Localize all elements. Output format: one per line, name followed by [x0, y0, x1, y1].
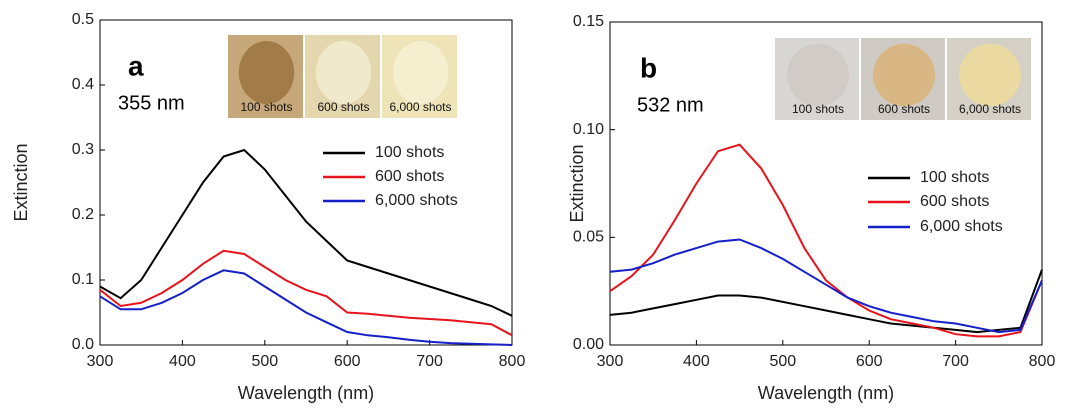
inset-spot	[787, 43, 849, 107]
legend-label: 6,000 shots	[920, 218, 1003, 235]
x-tick-label: 800	[1029, 353, 1056, 370]
y-tick-label: 0.15	[573, 13, 604, 30]
data-line	[99, 148, 513, 317]
inset-label: 6,000 shots	[959, 102, 1021, 116]
x-axis-label: Wavelength (nm)	[758, 383, 894, 403]
y-tick-label: 0.5	[72, 11, 94, 28]
x-tick-label: 500	[251, 353, 278, 370]
x-tick-label: 800	[499, 353, 526, 370]
legend-label: 100 shots	[920, 169, 989, 186]
x-tick-label: 600	[334, 353, 361, 370]
plot-frame	[99, 19, 513, 346]
inset-spot	[315, 40, 372, 105]
x-tick-label: 400	[683, 353, 710, 370]
y-axis-label: Extinction	[567, 144, 587, 222]
legend-label: 6,000 shots	[375, 192, 458, 209]
x-tick-label: 700	[942, 353, 969, 370]
x-tick-label: 700	[416, 353, 443, 370]
x-tick-label: 300	[87, 353, 114, 370]
y-tick-label: 0.0	[72, 336, 94, 353]
x-tick-label: 600	[856, 353, 883, 370]
inset-spot	[238, 40, 295, 105]
inset-label: 100 shots	[792, 102, 844, 116]
x-tick-label: 300	[597, 353, 624, 370]
panel-annotation: a	[128, 50, 144, 81]
panel-annotation: b	[640, 52, 657, 83]
data-line	[609, 238, 1043, 334]
inset-label: 6,000 shots	[389, 100, 451, 114]
x-tick-label: 400	[169, 353, 196, 370]
y-tick-label: 0.10	[573, 121, 604, 138]
inset-spot	[959, 43, 1021, 107]
data-line	[609, 143, 1043, 338]
inset-label: 600 shots	[317, 100, 369, 114]
inset-spot	[392, 40, 449, 105]
y-tick-label: 0.05	[573, 229, 604, 246]
data-line	[99, 269, 513, 346]
panel-annotation: 355 nm	[118, 92, 185, 114]
y-tick-label: 0.3	[72, 141, 94, 158]
panel-annotation: 532 nm	[637, 94, 704, 116]
inset-label: 100 shots	[240, 100, 292, 114]
x-axis-label: Wavelength (nm)	[238, 383, 374, 403]
data-line	[609, 269, 1043, 334]
legend-label: 100 shots	[375, 144, 444, 161]
inset-spot	[873, 43, 935, 107]
y-tick-label: 0.2	[72, 206, 94, 223]
data-line	[99, 249, 513, 337]
legend-label: 600 shots	[920, 193, 989, 210]
y-tick-label: 0.00	[573, 336, 604, 353]
plot-frame	[609, 21, 1043, 346]
y-tick-label: 0.4	[72, 76, 94, 93]
y-axis-label: Extinction	[11, 143, 31, 221]
y-tick-label: 0.1	[72, 271, 94, 288]
legend-label: 600 shots	[375, 168, 444, 185]
inset-label: 600 shots	[878, 102, 930, 116]
x-tick-label: 500	[769, 353, 796, 370]
